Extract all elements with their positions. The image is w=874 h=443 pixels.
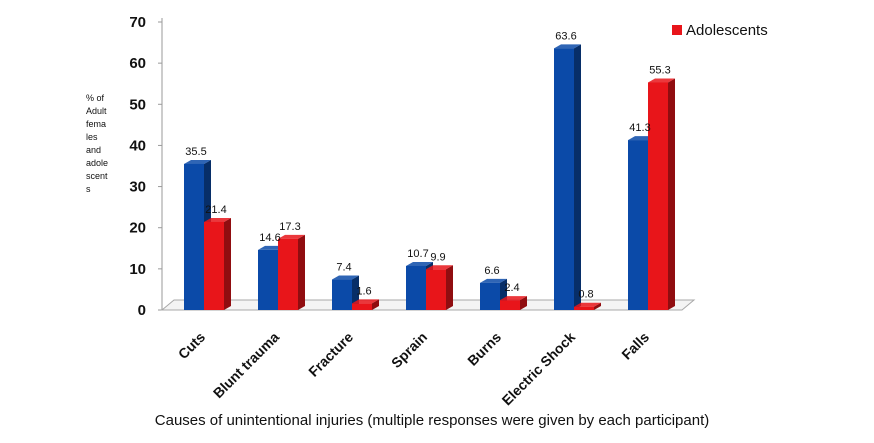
y-label-line: and: [86, 145, 101, 155]
data-label: 10.7: [407, 248, 428, 260]
y-tick-label: 60: [129, 55, 146, 72]
y-tick-label: 0: [138, 302, 146, 319]
y-tick-label: 10: [129, 261, 146, 278]
category-label: Blunt trauma: [210, 329, 283, 402]
y-label-line: adole: [86, 158, 108, 168]
data-label: 17.3: [279, 221, 300, 233]
y-tick-label: 30: [129, 179, 146, 196]
bar: [352, 299, 379, 310]
data-label: 7.4: [336, 262, 351, 274]
category-label: Sprain: [388, 329, 430, 371]
y-tick-label: 70: [129, 14, 146, 31]
data-label: 6.6: [484, 265, 499, 277]
category-label: Fracture: [305, 329, 356, 380]
category-labels: Cuts Blunt trauma Fracture Sprain BurnsElect…: [175, 329, 652, 409]
y-tick-label: 20: [129, 220, 146, 237]
category-label: Burns: [464, 329, 504, 369]
data-label: 63.6: [555, 30, 576, 42]
bar: [500, 296, 527, 310]
category-label: Falls: [618, 329, 652, 363]
data-label: 41.3: [629, 122, 650, 134]
data-label: 14.6: [259, 232, 280, 244]
y-label-line: Adult: [86, 106, 107, 116]
y-label-line: % of: [86, 93, 105, 103]
legend-entry: Adolescents: [686, 22, 768, 39]
data-label: 21.4: [205, 204, 226, 216]
y-axis: 0 10 20 30 40 50 60 70: [129, 14, 163, 319]
data-label: 2.4: [504, 282, 519, 294]
data-labels: 35.5 21.4 14.617.3 7.4 1.6 10.7 9.9 6.6 2.4 63.6 0…: [185, 30, 670, 300]
category-label: Cuts: [175, 329, 208, 362]
bar: [204, 217, 231, 310]
data-label: 55.3: [649, 64, 670, 76]
bar: [574, 302, 601, 310]
bar: [278, 234, 305, 310]
y-label-line: scent: [86, 171, 108, 181]
bar: [426, 265, 453, 310]
y-tick-label: 40: [129, 137, 146, 154]
y-label-line: s: [86, 184, 91, 194]
data-label: 1.6: [356, 285, 371, 297]
bar: [554, 44, 581, 311]
bar: [648, 78, 675, 310]
y-axis-label: % of Adult fema les and adole scent s: [86, 93, 108, 194]
x-axis-label: Causes of unintentional injuries (multip…: [155, 412, 709, 429]
category-label: Electric Shock: [499, 329, 579, 409]
data-label: 9.9: [430, 251, 445, 263]
data-label: 0.8: [578, 289, 593, 301]
bars: [184, 44, 675, 311]
legend-swatch: [672, 25, 682, 35]
legend: Adolescents: [672, 22, 768, 39]
y-label-line: les: [86, 132, 98, 142]
y-label-line: fema: [86, 119, 106, 129]
data-label: 35.5: [185, 146, 206, 158]
y-tick-label: 50: [129, 96, 146, 113]
